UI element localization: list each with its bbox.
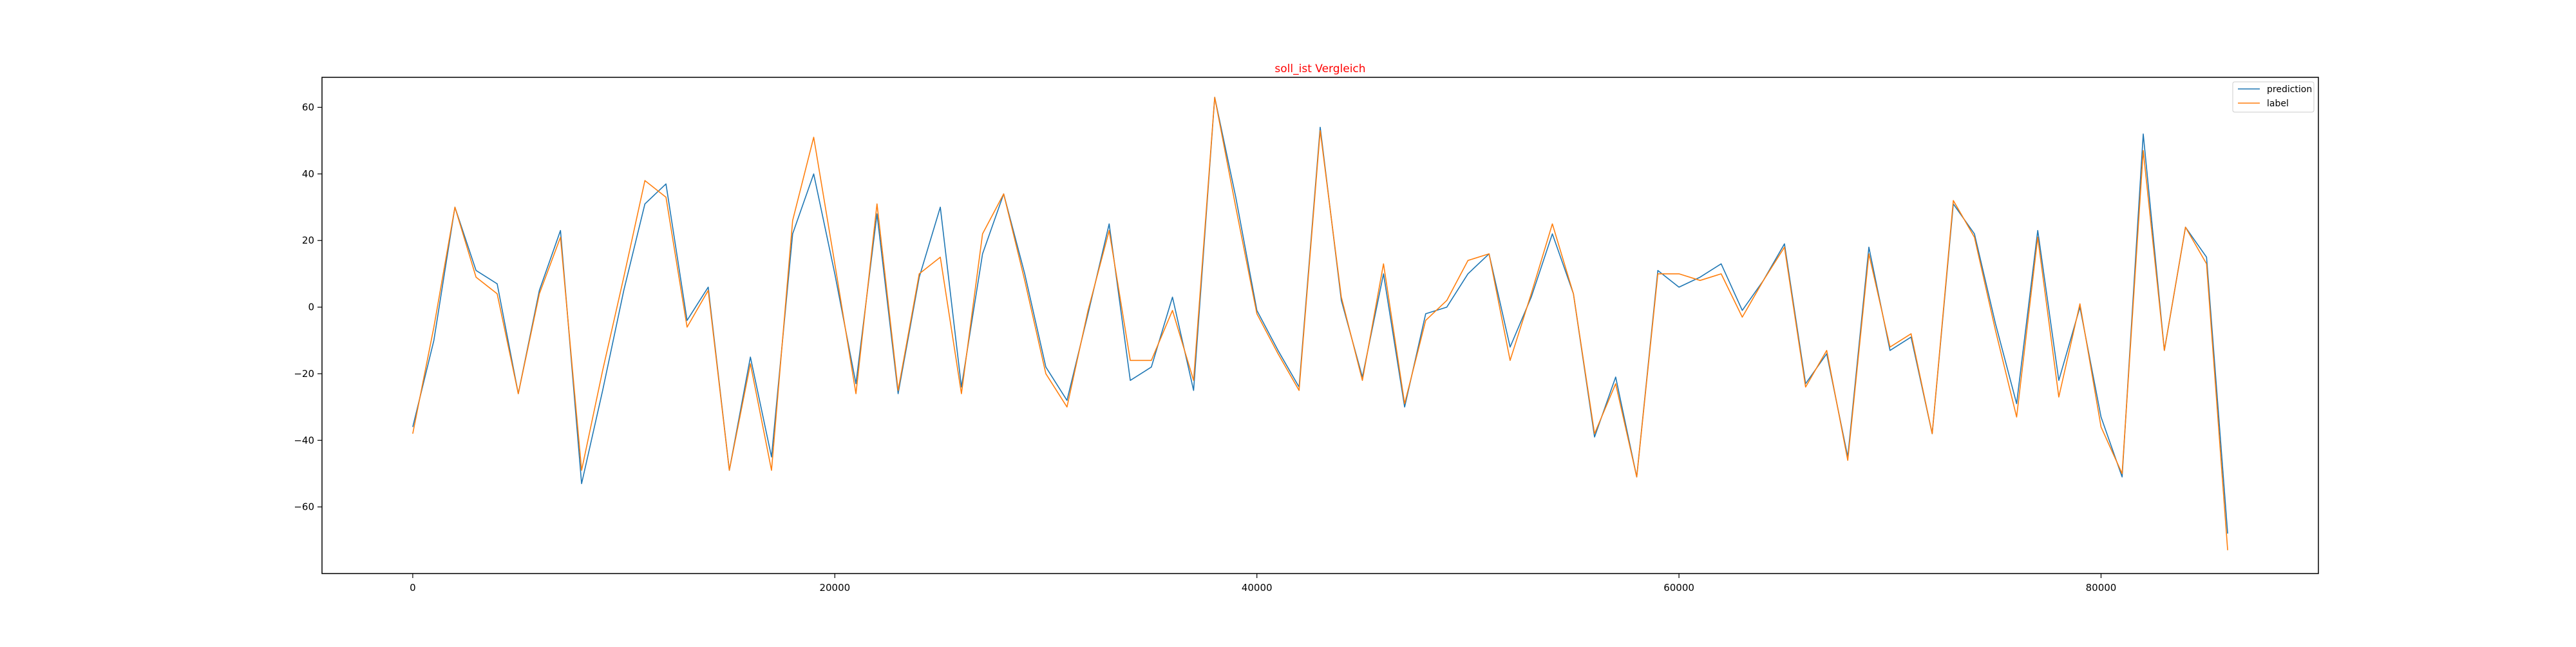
x-tick-label: 0 — [410, 582, 416, 594]
axes-frame — [321, 77, 2319, 574]
plot-area — [412, 97, 2228, 550]
x-tick-label: 20000 — [819, 582, 850, 594]
legend: prediction label — [2232, 81, 2315, 113]
x-tick-label: 60000 — [1663, 582, 1694, 594]
y-tick-label: 20 — [302, 235, 314, 246]
y-tick-label: −60 — [294, 501, 314, 513]
y-tick-label: 60 — [302, 102, 314, 113]
y-tick-label: −40 — [294, 434, 314, 446]
x-tick-label: 80000 — [2086, 582, 2117, 594]
y-tick-label: −20 — [294, 368, 314, 380]
axis-ticks: 0 20000 40000 60000 80000 −60 −40 −20 0 20 40 60 — [294, 102, 2116, 594]
chart-title: soll_ist Vergleich — [1274, 63, 1365, 75]
y-tick-label: 0 — [308, 302, 314, 313]
legend-label-prediction: prediction — [2267, 84, 2312, 95]
y-tick-label: 40 — [302, 168, 314, 180]
series-line-label — [412, 97, 2228, 550]
x-tick-label: 40000 — [1242, 582, 1273, 594]
legend-label-label: label — [2267, 99, 2289, 109]
